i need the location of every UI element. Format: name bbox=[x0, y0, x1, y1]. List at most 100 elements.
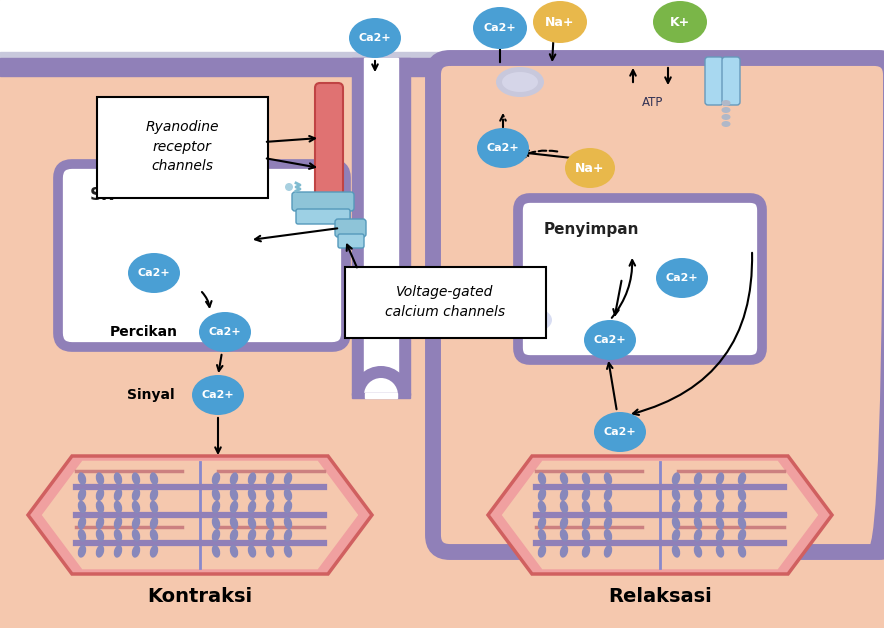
Ellipse shape bbox=[508, 307, 552, 333]
Ellipse shape bbox=[716, 545, 724, 558]
Ellipse shape bbox=[721, 114, 730, 120]
Ellipse shape bbox=[212, 529, 220, 542]
FancyBboxPatch shape bbox=[58, 164, 346, 347]
Text: Kontraksi: Kontraksi bbox=[148, 587, 253, 605]
Ellipse shape bbox=[582, 545, 591, 558]
Ellipse shape bbox=[533, 1, 587, 43]
Ellipse shape bbox=[604, 501, 613, 513]
Ellipse shape bbox=[672, 489, 680, 501]
Ellipse shape bbox=[248, 472, 256, 485]
Ellipse shape bbox=[477, 128, 529, 168]
Ellipse shape bbox=[716, 472, 724, 485]
Ellipse shape bbox=[694, 472, 702, 485]
Ellipse shape bbox=[560, 529, 568, 542]
Bar bbox=[352, 393, 410, 398]
Ellipse shape bbox=[604, 529, 613, 542]
FancyBboxPatch shape bbox=[296, 209, 350, 224]
Ellipse shape bbox=[95, 472, 104, 485]
Ellipse shape bbox=[248, 501, 256, 513]
Polygon shape bbox=[502, 461, 819, 569]
FancyBboxPatch shape bbox=[705, 57, 723, 105]
Bar bbox=[398, 58, 410, 395]
Ellipse shape bbox=[199, 312, 251, 352]
Ellipse shape bbox=[537, 517, 546, 529]
Ellipse shape bbox=[95, 489, 104, 501]
Ellipse shape bbox=[149, 545, 158, 558]
Circle shape bbox=[285, 183, 293, 191]
Text: Percikan: Percikan bbox=[110, 325, 178, 339]
Ellipse shape bbox=[502, 72, 538, 92]
Text: K+: K+ bbox=[670, 16, 690, 28]
Text: Ryanodine
receptor
channels: Ryanodine receptor channels bbox=[145, 121, 218, 173]
FancyBboxPatch shape bbox=[345, 267, 546, 338]
Ellipse shape bbox=[582, 529, 591, 542]
FancyBboxPatch shape bbox=[518, 198, 762, 360]
Ellipse shape bbox=[212, 501, 220, 513]
Ellipse shape bbox=[266, 501, 274, 513]
Ellipse shape bbox=[78, 529, 87, 542]
Ellipse shape bbox=[594, 412, 646, 452]
Ellipse shape bbox=[694, 489, 702, 501]
Ellipse shape bbox=[248, 529, 256, 542]
Bar bbox=[352, 58, 364, 395]
Bar bbox=[364, 58, 398, 397]
Ellipse shape bbox=[212, 472, 220, 485]
Ellipse shape bbox=[78, 517, 87, 529]
Wedge shape bbox=[364, 378, 398, 395]
Ellipse shape bbox=[284, 517, 293, 529]
Ellipse shape bbox=[694, 529, 702, 542]
Ellipse shape bbox=[266, 545, 274, 558]
Ellipse shape bbox=[114, 501, 122, 513]
Text: Ca2+: Ca2+ bbox=[209, 327, 241, 337]
Ellipse shape bbox=[132, 501, 141, 513]
Text: Ca2+: Ca2+ bbox=[487, 143, 519, 153]
Ellipse shape bbox=[212, 517, 220, 529]
Bar bbox=[0, 58, 884, 76]
Polygon shape bbox=[28, 456, 372, 574]
Ellipse shape bbox=[721, 121, 730, 127]
FancyBboxPatch shape bbox=[335, 219, 366, 237]
Ellipse shape bbox=[584, 320, 636, 360]
FancyBboxPatch shape bbox=[432, 57, 884, 553]
Ellipse shape bbox=[149, 517, 158, 529]
Bar bbox=[468, 75, 877, 535]
Ellipse shape bbox=[284, 545, 293, 558]
Ellipse shape bbox=[248, 489, 256, 501]
Ellipse shape bbox=[721, 100, 730, 106]
Ellipse shape bbox=[78, 472, 87, 485]
Text: Relaksasi: Relaksasi bbox=[608, 587, 712, 605]
Ellipse shape bbox=[716, 489, 724, 501]
Ellipse shape bbox=[672, 529, 680, 542]
Ellipse shape bbox=[212, 545, 220, 558]
Ellipse shape bbox=[230, 517, 238, 529]
Ellipse shape bbox=[284, 501, 293, 513]
Bar bbox=[0, 75, 884, 628]
Text: Ca2+: Ca2+ bbox=[138, 268, 171, 278]
Ellipse shape bbox=[672, 517, 680, 529]
Ellipse shape bbox=[149, 529, 158, 542]
Ellipse shape bbox=[604, 472, 613, 485]
Bar bbox=[365, 393, 397, 398]
Text: Na+: Na+ bbox=[575, 161, 605, 175]
Ellipse shape bbox=[230, 501, 238, 513]
Ellipse shape bbox=[132, 517, 141, 529]
Text: Penyimpan: Penyimpan bbox=[544, 222, 639, 237]
Ellipse shape bbox=[656, 258, 708, 298]
Ellipse shape bbox=[653, 1, 707, 43]
Ellipse shape bbox=[537, 501, 546, 513]
Ellipse shape bbox=[132, 472, 141, 485]
FancyBboxPatch shape bbox=[97, 97, 268, 198]
Text: Ca2+: Ca2+ bbox=[604, 427, 636, 437]
Ellipse shape bbox=[78, 545, 87, 558]
Ellipse shape bbox=[582, 501, 591, 513]
Ellipse shape bbox=[560, 489, 568, 501]
Ellipse shape bbox=[132, 489, 141, 501]
Ellipse shape bbox=[604, 517, 613, 529]
Ellipse shape bbox=[284, 472, 293, 485]
Ellipse shape bbox=[132, 545, 141, 558]
Text: ATP: ATP bbox=[520, 315, 540, 325]
Ellipse shape bbox=[694, 501, 702, 513]
Ellipse shape bbox=[95, 501, 104, 513]
Ellipse shape bbox=[738, 545, 746, 558]
Ellipse shape bbox=[560, 517, 568, 529]
